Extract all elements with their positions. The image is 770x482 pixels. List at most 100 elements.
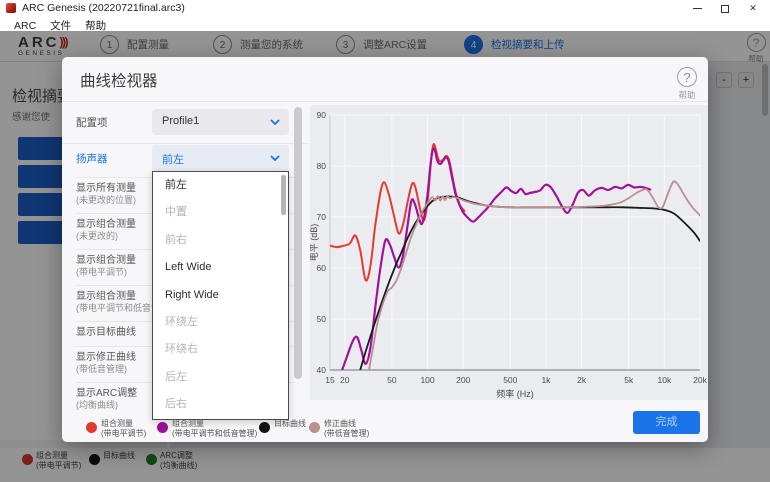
step-circle: 1 — [100, 35, 119, 54]
dropdown-option-5[interactable]: Right Wide — [165, 288, 219, 301]
row-label: 显示组合测量 — [76, 255, 136, 266]
step-label: 测量您的系统 — [240, 39, 303, 51]
legend-sublabel: (带电平调节) — [36, 460, 82, 470]
panel-scrollbar[interactable] — [294, 107, 302, 379]
page-scrollbar[interactable] — [762, 64, 768, 116]
dropdown-option-9[interactable]: 后右 — [165, 398, 187, 411]
row-label: 显示组合测量 — [76, 291, 136, 302]
background-page-title: 检视摘要 — [12, 88, 62, 105]
legend-dot-icon — [146, 454, 157, 465]
x-tick-label: 2k — [577, 375, 587, 385]
speaker-dropdown[interactable]: 前左 — [152, 145, 289, 171]
menu-item-文件[interactable]: 文件 — [50, 20, 72, 32]
profile-label: 配置项 — [76, 117, 108, 129]
dropdown-option-6[interactable]: 环绕左 — [165, 315, 198, 328]
nav-step-1[interactable]: 1 配置测量 — [100, 35, 169, 57]
dropdown-option-2[interactable]: 中置 — [165, 206, 187, 219]
x-tick-label: 100 — [420, 375, 434, 385]
minimize-button[interactable] — [684, 0, 710, 16]
nav-help-button[interactable]: ? 帮助 — [743, 33, 769, 64]
row-sublabel: (带低音管理) — [76, 364, 127, 374]
help-icon: ? — [746, 33, 766, 52]
dropdown-option-4[interactable]: Left Wide — [165, 261, 212, 274]
help-label: 帮助 — [748, 54, 764, 63]
legend-label: 组合测量 — [101, 419, 133, 428]
legend-item: 目标曲线 — [259, 419, 306, 437]
zoom-out-button[interactable]: - — [716, 72, 732, 88]
step-label: 检视摘要和上传 — [491, 39, 565, 51]
y-tick-label: 80 — [317, 161, 327, 171]
dropdown-option-7[interactable]: 环绕右 — [165, 343, 198, 356]
menu-bar: ARC 文件 帮助 — [0, 16, 770, 32]
row-label: 显示目标曲线 — [76, 327, 136, 338]
x-tick-label: 50 — [387, 375, 397, 385]
nav-step-2[interactable]: 2 测量您的系统 — [213, 35, 303, 57]
chevron-down-icon — [270, 155, 280, 161]
dropdown-option-3[interactable]: 前右 — [165, 233, 187, 246]
legend-sublabel: (带低音管理) — [324, 428, 370, 438]
background-page-subtitle: 感谢您使 — [12, 112, 51, 123]
done-button[interactable]: 完成 — [633, 411, 700, 434]
legend-dot-icon — [309, 422, 320, 433]
dropdown-scrollbar[interactable] — [281, 175, 286, 215]
x-tick-label: 20 — [340, 375, 350, 385]
chevron-down-icon — [270, 119, 280, 125]
divider — [62, 143, 308, 144]
speaker-value: 前左 — [162, 154, 184, 166]
zoom-in-button[interactable]: + — [738, 72, 754, 88]
menu-item-帮助[interactable]: 帮助 — [85, 20, 107, 32]
dialog-title: 曲线检视器 — [80, 73, 158, 90]
legend-dot-icon — [259, 422, 270, 433]
legend-item: 修正曲线 (带低音管理) — [309, 419, 369, 438]
legend-text: ARC调整 (均衡曲线) — [160, 451, 197, 470]
y-tick-label: 50 — [317, 314, 327, 324]
step-label: 配置测量 — [127, 39, 169, 51]
legend-text: 组合测量 (带电平调节) — [101, 419, 146, 438]
maximize-button[interactable] — [712, 0, 738, 16]
nav-bar: ARC))) GENESIS 1 配置测量 2 测量您的系统 3 调整ARC设置 4 检视摘要… — [0, 31, 770, 64]
curve-chart: 40 50 60 70 80 90 15 20 50 100 200 500 1k 2k 5k 10k 20k 频… — [308, 105, 708, 400]
background-action-button-1[interactable] — [18, 137, 66, 160]
display-toggle-row-7[interactable]: 显示ARC调整 (均衡曲线) — [76, 383, 294, 418]
background-action-button-3[interactable] — [18, 193, 66, 216]
row-sublabel: (带电平调节) — [76, 267, 127, 277]
legend-item: 组合测量 (带电平调节) — [22, 451, 81, 470]
y-tick-label: 60 — [317, 263, 327, 273]
legend-text: 修正曲线 (带低音管理) — [324, 419, 369, 438]
row-sublabel: (带电平调节和低音管理) — [76, 303, 172, 313]
legend-label: 目标曲线 — [274, 419, 306, 428]
legend-dot-icon — [86, 422, 97, 433]
x-tick-label: 200 — [456, 375, 470, 385]
background-action-button-2[interactable] — [18, 165, 66, 188]
nav-step-3[interactable]: 3 调整ARC设置 — [336, 35, 427, 57]
dropdown-option-1[interactable]: 前左 — [165, 179, 187, 191]
legend-item: ARC调整 (均衡曲线) — [146, 451, 197, 470]
row-sublabel: (未更改的位置) — [76, 195, 136, 205]
legend-label: ARC调整 — [160, 451, 193, 460]
legend-label: 组合测量 — [172, 419, 204, 428]
close-button[interactable]: ✕ — [749, 3, 757, 13]
legend-text: 目标曲线 — [274, 419, 306, 429]
x-tick-label: 10k — [657, 375, 671, 385]
legend-sublabel: (带电平调节) — [101, 428, 147, 438]
x-tick-label: 20k — [693, 375, 707, 385]
background-strip — [0, 440, 167, 448]
legend-sublabel: (带电平调节和低音管理) — [172, 428, 258, 438]
help-label: 帮助 — [678, 90, 696, 100]
row-label: 显示修正曲线 — [76, 352, 136, 363]
row-sublabel: (均衡曲线) — [76, 400, 118, 410]
menu-item-ARC[interactable]: ARC — [14, 20, 37, 32]
x-tick-label: 1k — [541, 375, 551, 385]
dialog-help-button[interactable]: ? 帮助 — [674, 67, 700, 101]
x-axis-title: 频率 (Hz) — [496, 388, 534, 399]
profile-dropdown[interactable]: Profile1 — [152, 109, 289, 135]
background-action-button-4[interactable] — [18, 221, 66, 244]
dropdown-option-8[interactable]: 后左 — [165, 370, 187, 383]
window-title: ARC Genesis (20220721final.arc3) — [22, 2, 185, 14]
legend-text: 目标曲线 — [103, 451, 135, 461]
nav-step-4[interactable]: 4 检视摘要和上传 — [464, 35, 565, 57]
step-circle: 3 — [336, 35, 355, 54]
step-circle: 4 — [464, 35, 483, 54]
brand-subtext: GENESIS — [18, 50, 65, 57]
legend-label: 组合测量 — [36, 451, 68, 460]
